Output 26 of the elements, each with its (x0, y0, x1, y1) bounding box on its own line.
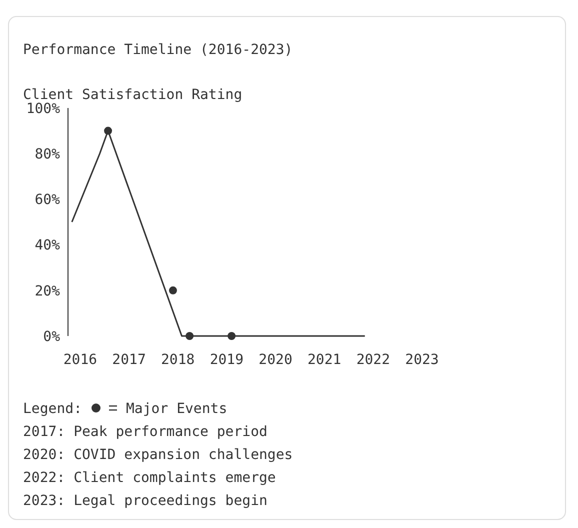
x-tick-label: 2022 (356, 352, 390, 368)
x-tick-label: 2018 (161, 352, 195, 368)
y-tick-label: 40% (34, 238, 61, 254)
point (168, 286, 177, 294)
y-tick-label: 20% (34, 283, 61, 300)
point (186, 332, 194, 340)
text: 2017: Peak performance period (23, 424, 268, 440)
x-tick-label: 2019 (210, 352, 244, 368)
x-tick-label: 2021 (307, 352, 342, 368)
y-tick-label: 100% (26, 100, 61, 117)
text: 2022: Client complaints emerge (23, 470, 276, 486)
chart-title: Performance Timeline (2016-2023) (23, 42, 293, 58)
y-axis-title: Client Satisfaction Rating (23, 87, 242, 103)
y-tick-label: 60% (34, 192, 61, 208)
text: 2020: COVID expansion challenges (23, 447, 293, 463)
text: 2023: Legal proceedings begin (23, 493, 268, 509)
x-tick-label: 2017 (112, 352, 146, 368)
x-tick-label: 2023 (405, 352, 439, 368)
point (104, 126, 112, 135)
point (228, 332, 236, 340)
x-tick-label: 2020 (258, 352, 292, 368)
legend-label: Major Events (126, 401, 228, 417)
legend-title: Legend: (23, 401, 82, 417)
x-tick-label: 2016 (63, 352, 98, 368)
y-tick-label: 80% (34, 146, 61, 162)
y-tick-label: 0% (43, 328, 61, 345)
